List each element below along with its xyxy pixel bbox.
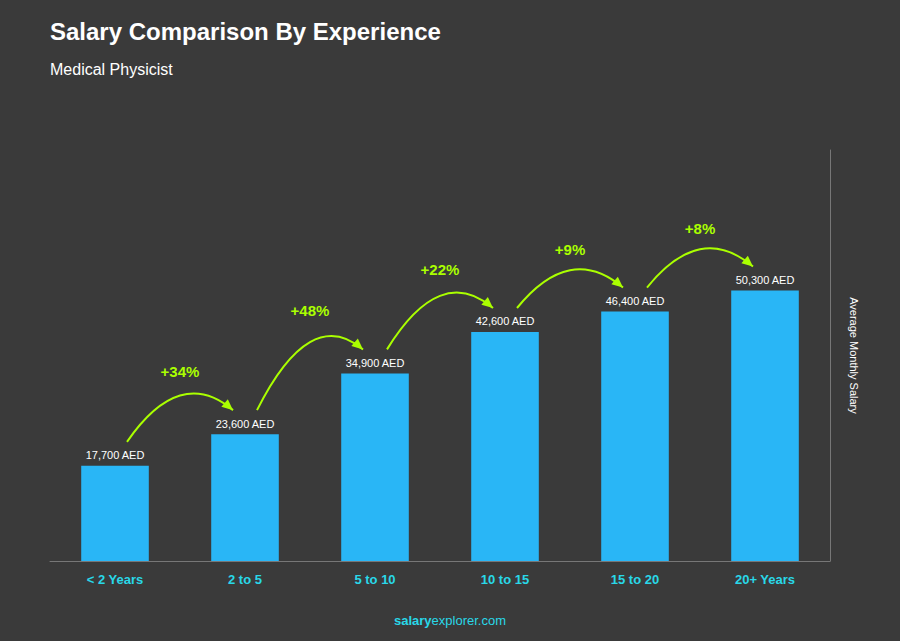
svg-text:10 to 15: 10 to 15 [481, 572, 529, 587]
svg-text:+8%: +8% [685, 220, 715, 237]
svg-text:Medical Physicist: Medical Physicist [50, 61, 173, 78]
svg-text:20+ Years: 20+ Years [735, 572, 795, 587]
svg-text:46,400 AED: 46,400 AED [606, 295, 665, 307]
svg-text:salary: salary [394, 613, 432, 628]
svg-text:17,700 AED: 17,700 AED [86, 449, 145, 461]
svg-text:50,300 AED: 50,300 AED [736, 274, 795, 286]
svg-text:2 to 5: 2 to 5 [228, 572, 262, 587]
svg-text:+9%: +9% [555, 241, 585, 258]
svg-text:42,600 AED: 42,600 AED [476, 315, 535, 327]
svg-text:34,900 AED: 34,900 AED [346, 357, 405, 369]
svg-text:+22%: +22% [421, 261, 460, 278]
svg-text:Salary Comparison By Experienc: Salary Comparison By Experience [50, 18, 441, 45]
svg-text:< 2 Years: < 2 Years [87, 572, 144, 587]
svg-text:15 to 20: 15 to 20 [611, 572, 659, 587]
svg-text:explorer.com: explorer.com [432, 613, 506, 628]
svg-text:5 to 10: 5 to 10 [354, 572, 395, 587]
svg-text:+34%: +34% [161, 363, 200, 380]
svg-text:+48%: +48% [291, 302, 330, 319]
svg-text:23,600 AED: 23,600 AED [216, 418, 275, 430]
svg-text:Average Monthly Salary: Average Monthly Salary [848, 297, 860, 414]
